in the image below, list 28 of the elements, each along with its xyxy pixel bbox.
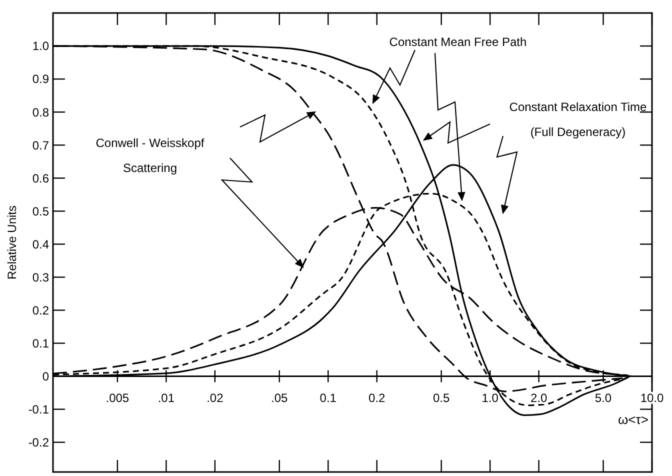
x-tick-label: .05 [271, 391, 288, 406]
y-axis-title: Relative Units [5, 205, 19, 280]
y-tick-label: 0.3 [32, 270, 50, 284]
annotation: Constant Mean Free Path [389, 35, 527, 49]
x-tick-label: 5.0 [594, 391, 612, 406]
x-tick-label: .02 [206, 391, 224, 406]
y-tick-label: 0.9 [32, 72, 50, 86]
y-tick-label: 0.5 [32, 204, 50, 218]
x-tick-label: 0.2 [368, 391, 386, 406]
y-tick-label: -0.1 [28, 402, 50, 416]
y-tick-label: 0.4 [32, 237, 50, 252]
y-tick-label: 0 [42, 369, 50, 384]
x-axis-title: ω<τ> [618, 412, 648, 428]
x-tick-label: 2.0 [530, 391, 548, 406]
x-tick-label: .005 [106, 391, 130, 406]
x-tick-label: 1.0 [482, 391, 499, 406]
annotation: Constant Relaxation Time (Full Degeneracy) [509, 100, 648, 139]
y-tick-label: 0.6 [32, 171, 50, 186]
x-tick-label: 0.1 [320, 391, 337, 406]
x-tick-label: 0.5 [432, 391, 450, 406]
x-tick-label: .01 [158, 391, 175, 406]
annotation: Conwell - Weisskopf Scattering [96, 136, 205, 175]
y-tick-label: 0.1 [32, 336, 50, 350]
y-tick-label: 0.2 [32, 303, 50, 318]
y-tick-label: 0.8 [32, 105, 50, 120]
y-tick-label: 0.7 [32, 138, 50, 152]
y-tick-label: 1.0 [32, 39, 50, 54]
y-tick-label: -0.2 [28, 435, 50, 450]
